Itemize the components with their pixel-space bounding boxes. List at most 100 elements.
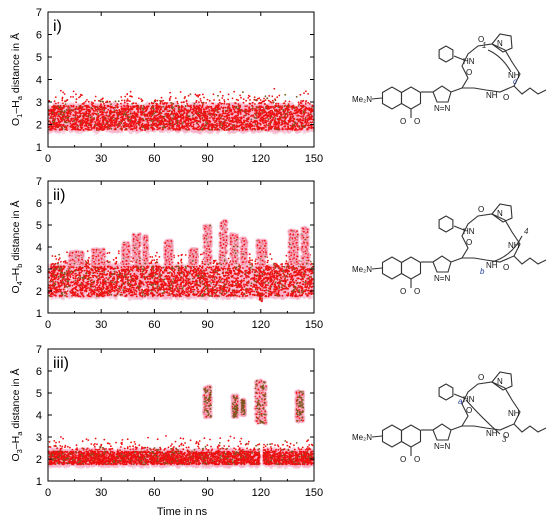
data-point xyxy=(201,117,204,120)
data-point xyxy=(133,116,136,119)
data-point xyxy=(307,122,310,125)
data-point xyxy=(202,108,205,110)
data-point xyxy=(157,127,160,130)
data-point xyxy=(155,114,157,117)
data-point xyxy=(74,108,77,111)
data-point xyxy=(268,128,270,131)
data-point xyxy=(272,116,275,119)
data-point xyxy=(145,118,147,121)
data-points-panel-1 xyxy=(47,87,316,135)
data-point xyxy=(162,128,165,131)
data-point xyxy=(214,113,217,116)
data-point xyxy=(63,105,66,108)
data-point xyxy=(123,104,125,107)
data-point xyxy=(48,114,51,116)
data-point xyxy=(103,104,106,107)
data-point xyxy=(115,104,117,107)
data-point xyxy=(120,126,123,128)
data-point xyxy=(226,122,229,124)
data-point xyxy=(52,108,55,111)
data-point xyxy=(53,115,56,117)
data-point xyxy=(271,106,274,108)
data-point xyxy=(286,109,289,112)
data-point xyxy=(147,121,150,124)
data-point xyxy=(260,128,263,130)
data-point xyxy=(197,110,200,113)
data-point xyxy=(129,125,132,128)
data-point xyxy=(184,105,187,108)
data-point xyxy=(293,117,295,120)
data-point xyxy=(243,114,246,117)
data-point xyxy=(228,117,231,119)
data-point xyxy=(248,106,251,109)
data-point xyxy=(129,111,132,113)
data-point xyxy=(226,112,229,115)
data-point xyxy=(237,120,239,123)
data-point xyxy=(198,125,201,128)
data-point xyxy=(250,120,253,123)
data-point xyxy=(284,119,286,121)
data-point xyxy=(94,122,97,125)
data-point xyxy=(162,110,165,112)
data-point xyxy=(286,115,289,118)
data-point xyxy=(135,129,138,132)
data-point xyxy=(277,104,280,107)
data-point xyxy=(246,128,249,131)
data-point xyxy=(129,112,132,115)
data-point xyxy=(200,126,203,129)
data-point-halo xyxy=(302,129,307,135)
data-point xyxy=(180,104,183,107)
data-point xyxy=(299,121,302,123)
data-point xyxy=(64,111,66,113)
data-point xyxy=(178,124,181,127)
data-point xyxy=(273,109,276,111)
data-point xyxy=(251,104,254,107)
data-point xyxy=(125,111,128,114)
data-point xyxy=(224,106,227,109)
data-point xyxy=(167,128,170,130)
data-point xyxy=(210,112,213,115)
data-point xyxy=(265,126,267,128)
data-point xyxy=(116,126,119,129)
data-point xyxy=(221,114,224,117)
data-point xyxy=(124,121,127,124)
data-point xyxy=(222,117,225,120)
data-point xyxy=(266,116,269,119)
data-point xyxy=(271,126,273,129)
data-point xyxy=(210,107,213,110)
data-point xyxy=(87,128,89,131)
data-point xyxy=(209,117,211,119)
data-point xyxy=(231,119,234,122)
data-point xyxy=(69,113,72,116)
data-point xyxy=(187,126,189,129)
data-point xyxy=(191,108,194,111)
data-point xyxy=(251,109,254,112)
data-point xyxy=(271,118,274,121)
data-point xyxy=(192,123,195,126)
data-point xyxy=(203,110,205,113)
data-point xyxy=(150,107,152,110)
data-point xyxy=(242,123,245,126)
data-point xyxy=(192,125,195,128)
data-point xyxy=(51,105,54,108)
data-point xyxy=(262,106,264,109)
data-point xyxy=(308,126,311,129)
data-point xyxy=(271,109,273,112)
data-point xyxy=(170,110,173,113)
data-point xyxy=(103,111,105,113)
data-point xyxy=(135,119,138,121)
data-point xyxy=(166,125,169,128)
data-point xyxy=(70,111,72,114)
data-point xyxy=(164,113,167,116)
data-point xyxy=(113,114,116,117)
data-point xyxy=(180,118,182,121)
data-point xyxy=(276,115,279,117)
data-point xyxy=(224,112,227,114)
data-point xyxy=(199,105,202,107)
data-point xyxy=(178,121,181,124)
data-point xyxy=(48,125,51,128)
data-point xyxy=(154,122,157,125)
data-point xyxy=(263,124,266,127)
data-point xyxy=(216,128,219,131)
data-point xyxy=(261,121,264,123)
